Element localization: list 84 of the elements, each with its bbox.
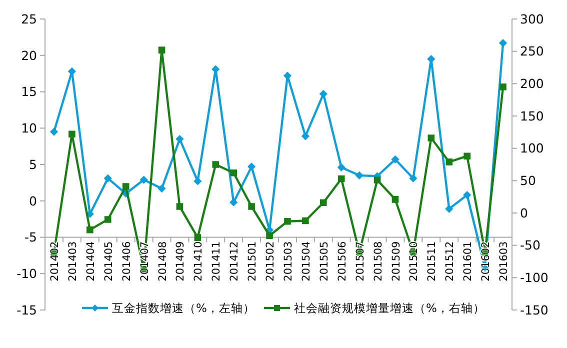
point (248, 162, 256, 171)
point (158, 184, 166, 192)
point (428, 134, 435, 142)
legend-label: 互金指数增速（%，左轴） (112, 301, 255, 316)
point (140, 176, 148, 184)
x-tick-label: 201507 (354, 241, 366, 282)
point (284, 218, 291, 225)
y-tick-label: -15 (16, 302, 37, 318)
x-tick-label: 201512 (444, 241, 456, 282)
point (499, 39, 507, 47)
point (463, 191, 471, 199)
x-tick-label: 201408 (156, 241, 169, 282)
x-tick-label: 201410 (192, 241, 205, 282)
point (248, 203, 255, 210)
y2-tick-label: 300 (520, 11, 544, 26)
y-tick-label: -10 (16, 266, 38, 281)
x-tick-label: 201407 (138, 241, 151, 282)
point (464, 152, 470, 160)
x-tick-label: 201409 (174, 241, 187, 282)
x-tick-label: 201601 (462, 241, 474, 282)
point (68, 67, 76, 76)
point (302, 132, 310, 140)
point (176, 203, 184, 210)
x-tick-label: 201402 (48, 241, 61, 282)
x-tick-label: 201505 (318, 241, 330, 282)
y2-tick-label: 50 (520, 173, 536, 188)
y2-tick-label: 200 (520, 76, 544, 92)
x-tick-label: 201502 (264, 241, 277, 282)
y2-tick-label: 0 (520, 205, 528, 220)
point (230, 170, 237, 176)
x-tick-label: 201405 (102, 241, 115, 282)
x-tick-label: 201603 (498, 241, 510, 282)
y2-tick-label: -150 (520, 302, 548, 318)
x-tick-label: 201412 (228, 241, 241, 282)
point (500, 84, 506, 90)
x-tick-label: 201503 (282, 241, 294, 282)
y-tick-label: -5 (24, 230, 37, 245)
point (320, 90, 328, 98)
x-tick-label: 201501 (246, 241, 259, 282)
y-tick-label: 20 (21, 48, 38, 63)
x-tick-label: 201511 (426, 241, 438, 282)
y-tick-label: 0 (29, 193, 38, 208)
x-tick-label: 201411 (210, 241, 223, 282)
point (355, 172, 364, 180)
point (104, 216, 112, 223)
x-tick-label: 201404 (84, 240, 97, 282)
x-tick-label: 201509 (390, 241, 402, 282)
y2-tick-label: -50 (520, 238, 540, 253)
x-tick-label: 201406 (120, 240, 133, 282)
legend-label: 社会融资规模增量增速（%，右轴） (294, 301, 485, 316)
y-tick-label: 25 (21, 11, 37, 26)
point (104, 174, 112, 182)
point (302, 217, 309, 224)
y-tick-label: 5 (29, 156, 37, 172)
y2-tick-label: 250 (520, 44, 544, 59)
point (122, 183, 130, 190)
point (266, 232, 273, 240)
point (68, 130, 76, 138)
point (158, 46, 166, 54)
point (50, 128, 58, 136)
point (427, 55, 436, 63)
point (391, 156, 400, 164)
x-tick-label: 201602 (480, 241, 492, 282)
point (212, 161, 220, 168)
point (374, 176, 381, 184)
point (392, 196, 399, 203)
y2-tick-label: -100 (520, 270, 548, 286)
point (176, 135, 184, 143)
y-tick-label: 15 (21, 84, 37, 100)
point (445, 204, 454, 213)
x-tick-label: 201403 (66, 241, 79, 282)
x-tick-label: 201504 (300, 240, 312, 282)
point (320, 199, 327, 206)
point (446, 158, 453, 166)
point (409, 174, 418, 182)
x-tick-label: 201510 (408, 241, 420, 282)
point (338, 175, 345, 182)
point (86, 226, 94, 234)
y2-tick-label: 100 (520, 140, 544, 156)
y-tick-label: 10 (21, 120, 38, 136)
x-tick-label: 201508 (372, 241, 384, 282)
x-tick-label: 201506 (336, 240, 348, 282)
point (337, 164, 346, 172)
y2-tick-label: 150 (520, 108, 544, 124)
